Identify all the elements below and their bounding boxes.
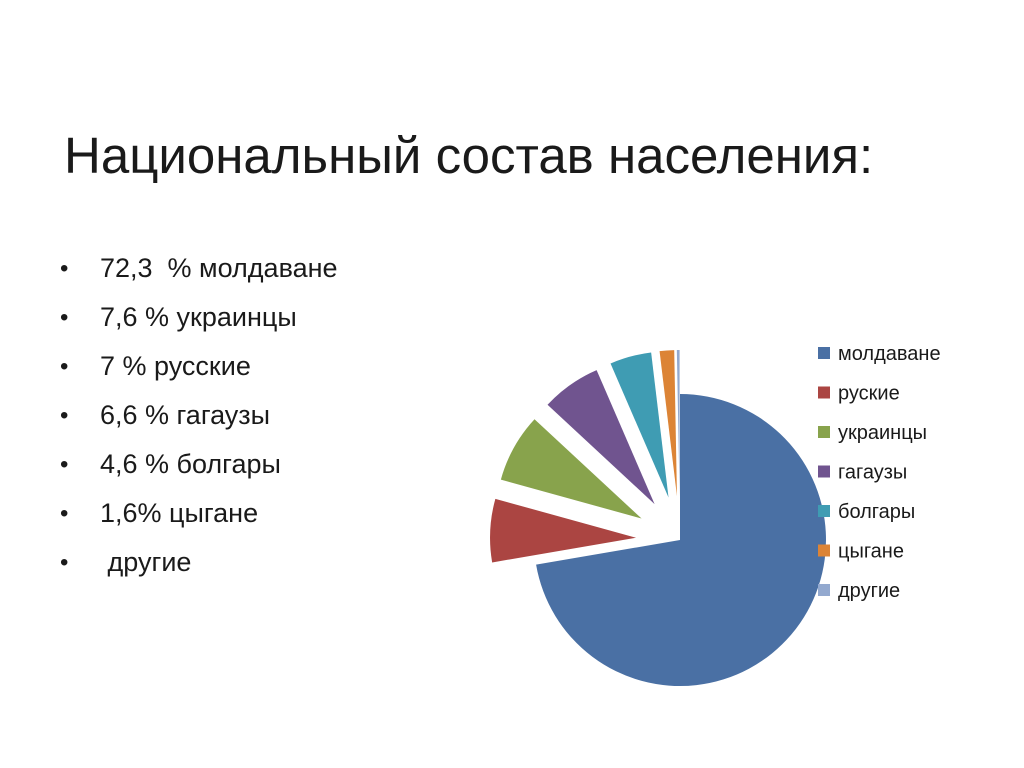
pie-slice-3	[500, 419, 642, 519]
bullet-dot: •	[60, 450, 69, 478]
bullet-text: другие	[100, 547, 192, 577]
legend-label: цыгане	[838, 541, 904, 563]
bullet-item: • 72,3 % молдаване	[60, 244, 338, 293]
bullet-item: • 4,6 % болгары	[60, 440, 338, 489]
bullet-text: 4,6 % болгары	[100, 449, 281, 479]
pie-slice-5	[610, 352, 669, 498]
legend-swatch	[818, 465, 830, 478]
legend-swatch	[818, 505, 830, 517]
legend-swatch	[818, 426, 830, 438]
legend-label: молдаване	[838, 343, 941, 365]
legend-swatch	[818, 584, 830, 596]
bullet-dot: •	[60, 254, 69, 282]
bullet-item: • 7 % русские	[60, 342, 338, 391]
chart-legend: молдаване руские украинцы гагаузы болгары цыг…	[818, 343, 941, 602]
legend-label: украинцы	[838, 422, 927, 444]
legend-swatch	[818, 347, 830, 359]
bullet-item: • 7,6 % украинцы	[60, 293, 338, 342]
legend-label: другие	[838, 580, 900, 602]
legend-label: гагаузы	[838, 462, 907, 484]
legend-label: руские	[838, 383, 900, 405]
bullet-dot: •	[60, 499, 69, 527]
bullet-item: • 6,6 % гагаузы	[60, 391, 338, 440]
pie-slices	[490, 350, 826, 686]
bullet-text: 7 % русские	[100, 351, 251, 381]
bullet-text: 1,6% цыгане	[100, 498, 259, 528]
legend-swatch	[818, 386, 830, 399]
legend-swatch	[818, 544, 830, 557]
pie-slice-1	[536, 394, 826, 686]
bullet-text: 7,6 % украинцы	[100, 302, 297, 332]
slide-title: Национальный состав населения:	[64, 127, 874, 184]
pie-slice-7	[676, 350, 680, 497]
bullet-dot: •	[60, 401, 69, 429]
bullet-dot: •	[60, 352, 69, 380]
bullet-dot: •	[60, 303, 69, 331]
pie-slice-4	[547, 370, 655, 505]
bullet-item: • другие	[60, 538, 338, 587]
bullet-item: • 1,6% цыгане	[60, 489, 338, 538]
bullet-text: 6,6 % гагаузы	[100, 400, 271, 430]
pie-slice-6	[659, 350, 677, 497]
bullet-text: 72,3 % молдаване	[100, 253, 338, 283]
bullet-list: • 72,3 % молдаване • 7,6 % украинцы • 7 % р…	[60, 244, 338, 587]
pie-slice-2	[490, 498, 637, 563]
bullet-dot: •	[60, 548, 69, 576]
legend-label: болгары	[838, 501, 915, 523]
